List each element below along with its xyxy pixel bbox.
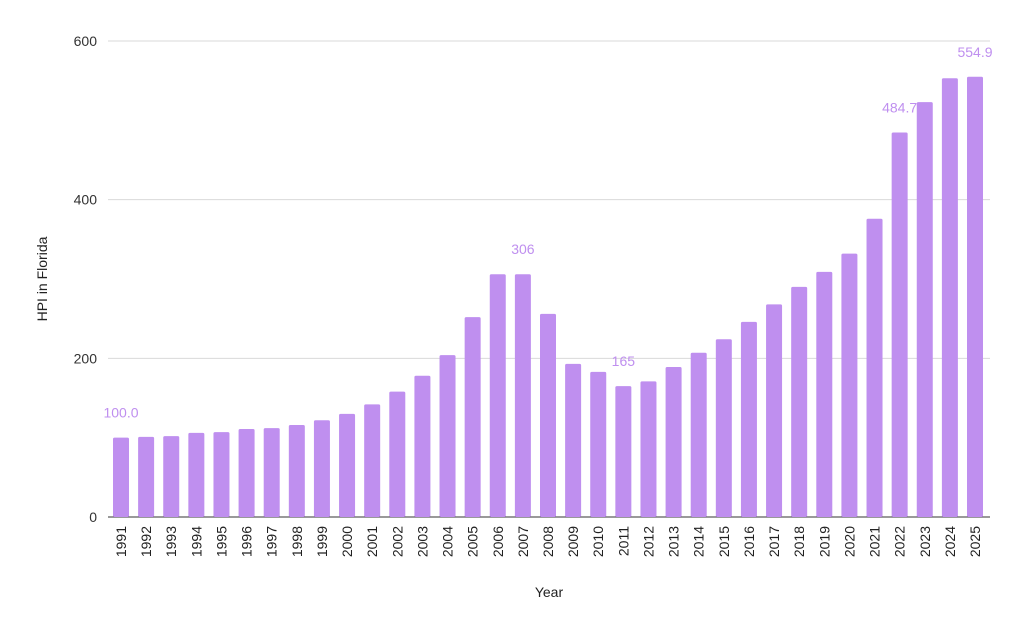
bar-2024: [941, 78, 958, 517]
bar-2002: [389, 391, 406, 517]
x-tick-label: 2019: [816, 526, 832, 557]
x-tick-label: 2013: [666, 526, 682, 557]
bar-2014: [690, 352, 707, 517]
x-tick-label: 2006: [490, 526, 506, 557]
bar-1991: [113, 437, 129, 517]
bar-2023: [916, 102, 933, 517]
bar-2015: [715, 339, 732, 517]
x-tick-label: 2011: [615, 526, 631, 556]
x-tick-label: 2005: [465, 526, 481, 557]
x-tick-label: 2008: [540, 526, 556, 557]
bar-2006: [489, 274, 506, 517]
y-tick-label: 400: [74, 192, 98, 208]
x-tick-label: 1994: [188, 526, 204, 557]
x-tick-label: 2020: [841, 526, 857, 557]
bar-2001: [364, 404, 381, 517]
data-labels: 100.0 306 165 484.7 554.9: [103, 44, 992, 421]
bar-2011: [615, 386, 632, 517]
x-tick-label: 2012: [640, 526, 656, 557]
data-label-2022: 484.7: [882, 99, 917, 115]
bar-2010: [590, 371, 607, 517]
data-label-1991: 100.0: [103, 405, 138, 421]
bar-2017: [766, 304, 783, 517]
bar-2013: [665, 367, 682, 517]
bar-2008: [540, 313, 556, 517]
bar-2003: [414, 375, 431, 517]
y-tick-label: 0: [89, 509, 97, 525]
x-axis-title: Year: [535, 584, 564, 600]
x-tick-label: 1995: [213, 526, 229, 557]
x-tick-label: 2001: [364, 526, 380, 557]
x-tick-label: 2002: [389, 526, 405, 557]
bar-1999: [313, 420, 330, 517]
bar-2019: [816, 271, 833, 517]
x-tick-label: 2016: [741, 526, 757, 557]
x-tick-label: 2015: [716, 526, 732, 557]
x-tick-label: 1996: [239, 526, 255, 557]
bar-1997: [263, 428, 280, 517]
x-tick-label: 2000: [339, 526, 355, 557]
y-axis-ticks: 0 200 400 600: [74, 33, 98, 525]
x-tick-label: 2014: [691, 526, 707, 557]
x-tick-label: 1993: [163, 526, 179, 557]
x-tick-label: 2004: [440, 526, 456, 557]
bar-2012: [640, 381, 657, 517]
x-tick-label: 1998: [289, 526, 305, 557]
x-tick-label: 2007: [515, 526, 531, 557]
x-tick-label: 2018: [791, 526, 807, 557]
bar-2016: [740, 321, 757, 517]
bar-2022: [891, 132, 908, 518]
bar-1996: [238, 428, 255, 517]
bar-2021: [866, 218, 883, 517]
x-tick-label: 2024: [942, 526, 958, 557]
x-tick-label: 1997: [264, 526, 280, 557]
bar-2000: [339, 413, 356, 517]
bars: [113, 76, 983, 518]
data-label-2011: 165: [612, 353, 636, 369]
x-tick-label: 2003: [414, 526, 430, 557]
x-tick-label: 2017: [766, 526, 782, 557]
bar-2005: [464, 317, 481, 517]
bar-1993: [163, 436, 180, 517]
x-tick-label: 2010: [590, 526, 606, 557]
y-axis-title: HPI in Florida: [34, 236, 50, 321]
x-axis-ticks: 1991 1992 1993 1994 1995 1996 1997 1998 1999 2000…: [113, 526, 983, 557]
bar-1995: [213, 432, 230, 517]
bar-1998: [288, 424, 305, 517]
bar-1992: [138, 436, 155, 517]
x-tick-label: 1992: [138, 526, 154, 557]
x-tick-label: 2023: [917, 526, 933, 557]
bar-2020: [841, 253, 858, 517]
x-tick-label: 1991: [113, 526, 129, 557]
bar-2004: [439, 355, 456, 517]
data-label-2025: 554.9: [957, 44, 992, 60]
x-tick-label: 1999: [314, 526, 330, 557]
y-tick-label: 600: [74, 33, 98, 49]
bar-2025: [967, 76, 983, 518]
x-tick-label: 2025: [967, 526, 983, 557]
data-label-2007: 306: [511, 241, 535, 257]
bar-2018: [791, 286, 808, 517]
x-tick-label: 2021: [867, 526, 883, 557]
bar-2007: [514, 274, 531, 517]
x-tick-label: 2009: [565, 526, 581, 557]
bar-2009: [565, 363, 582, 517]
bar-1994: [188, 432, 205, 517]
y-tick-label: 200: [74, 350, 98, 366]
x-tick-label: 2022: [892, 526, 908, 557]
